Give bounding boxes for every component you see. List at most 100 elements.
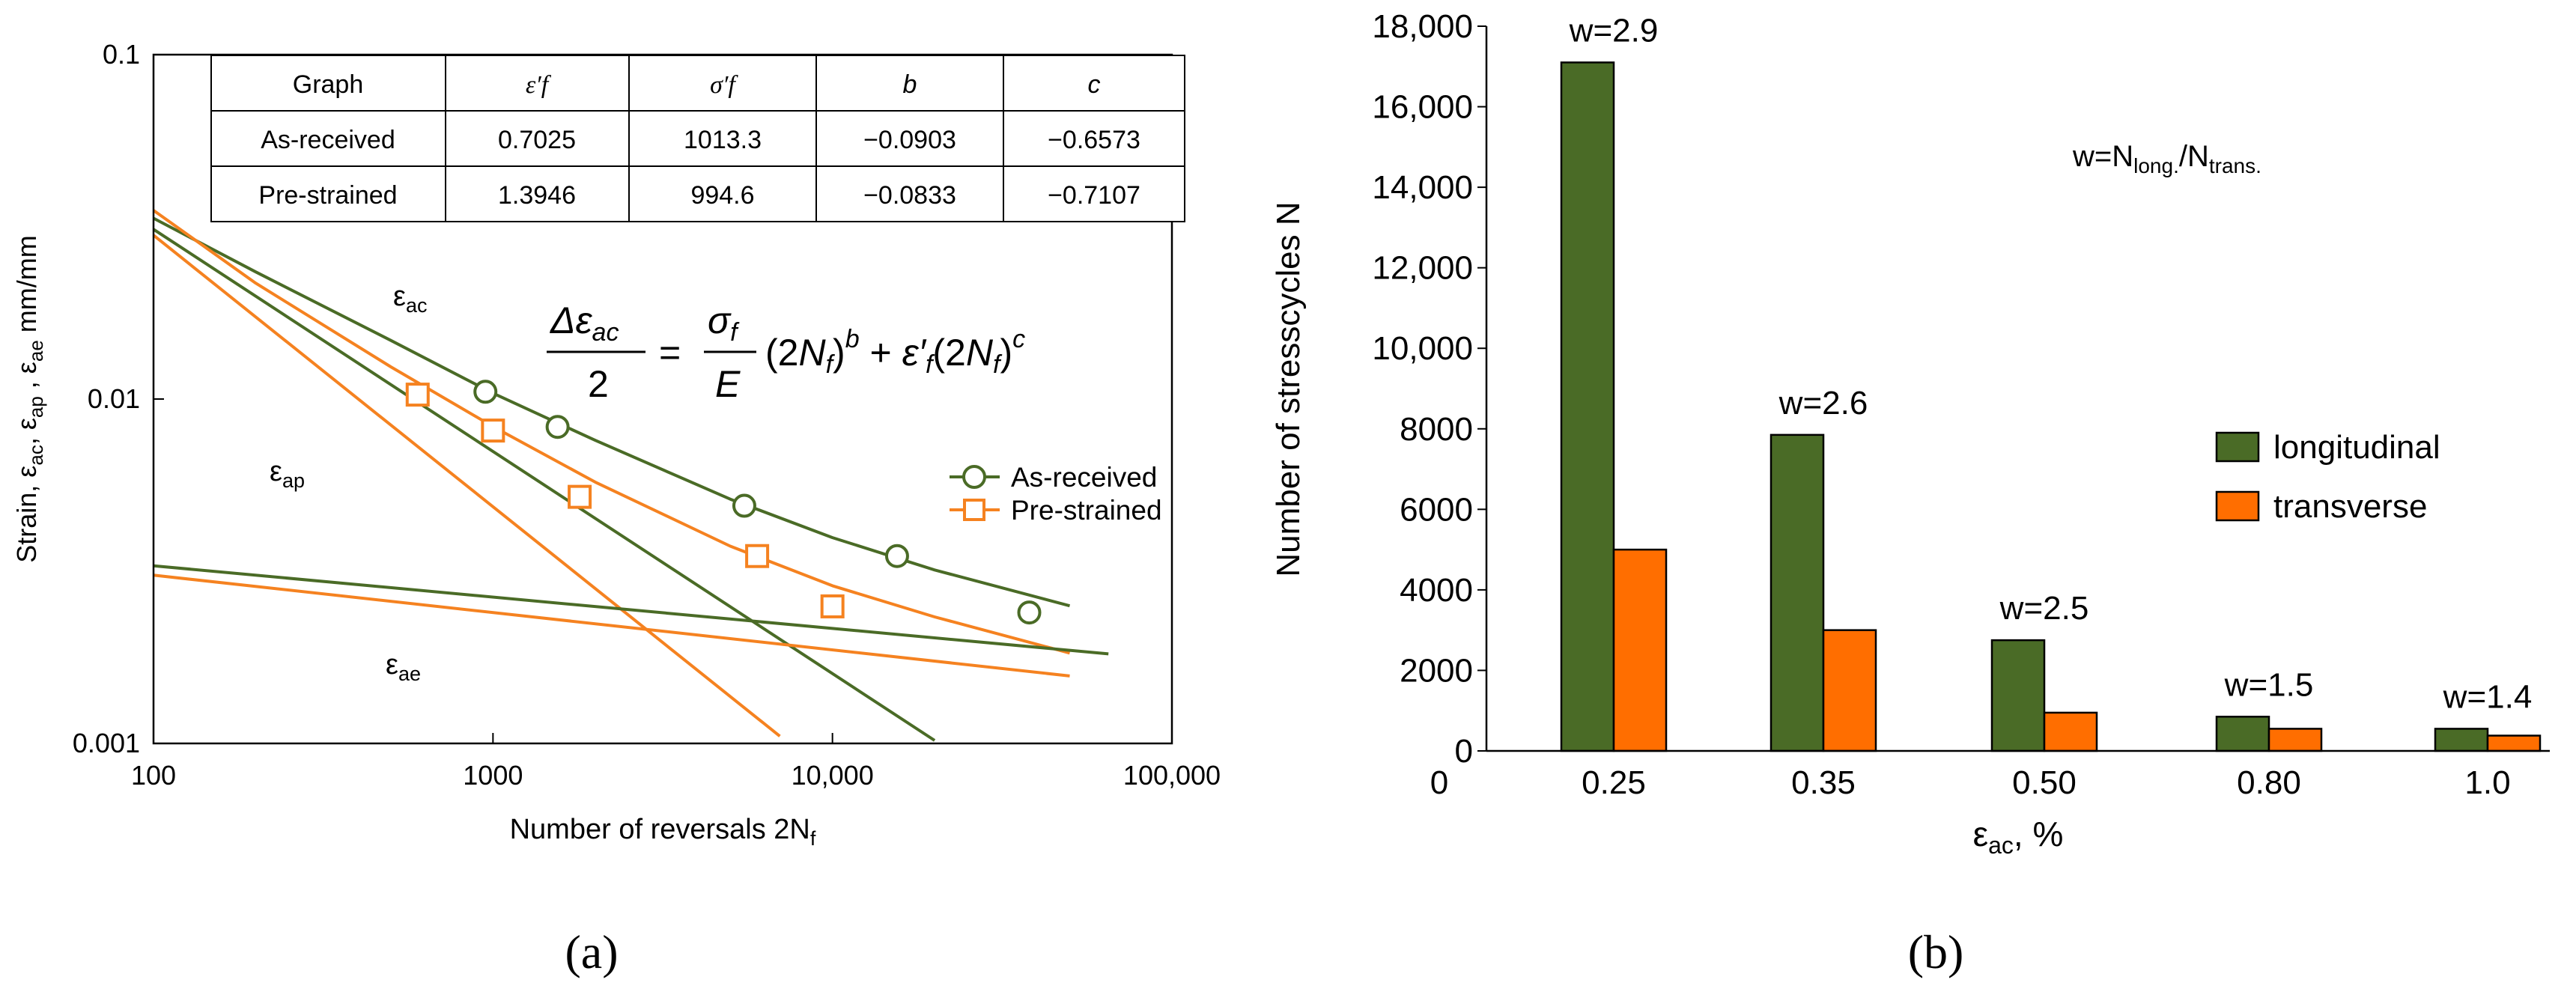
table-cell: −0.6573: [1048, 126, 1140, 154]
coffin-manson-equation: Δεac 2 = σf E (2Nf)b + ε′f(2Nf)c: [547, 299, 1025, 405]
x-axis-label-b: εac, %: [1973, 815, 2064, 859]
y-tick-label: 6000: [1400, 491, 1473, 528]
svg-text:(2Nf)b + ε′f(2Nf)c: (2Nf)b + ε′f(2Nf)c: [765, 325, 1025, 379]
y-tick-label: 0.01: [88, 383, 140, 414]
bar-transverse: [1612, 548, 1668, 752]
bar-longitudinal: [1990, 639, 2046, 752]
point-as-received: [473, 380, 498, 404]
point-pre-strained: [820, 594, 845, 618]
bar-longitudinal: [2434, 728, 2489, 752]
bars: w=2.9 w=2.6 w=2.5 w=1.5 w=1.4: [1560, 12, 2542, 752]
w-ratio-label: w=1.4: [2443, 678, 2533, 715]
table-cell: 994.6: [690, 181, 754, 210]
y-axis-label-b: Number of stresscycles N: [1270, 201, 1307, 576]
point-as-received: [545, 415, 570, 439]
table-cell: 0.7025: [498, 126, 576, 154]
bar-transverse: [2267, 728, 2323, 752]
x-axis-categories-b: 0.25 0.35 0.50 0.80 1.0: [1582, 764, 2510, 801]
point-as-received: [884, 544, 909, 568]
y-tick-label: 10,000: [1372, 330, 1473, 367]
w-ratio-label: w=2.6: [1778, 385, 1868, 421]
svg-text:2: 2: [588, 363, 609, 405]
w-ratio-label: w=2.5: [1999, 590, 2089, 627]
legend-marker-pre-strained: [963, 499, 985, 521]
data-markers: [405, 380, 1042, 625]
x-tick-label: 1000: [463, 760, 523, 791]
curve-ac-as-received: [153, 216, 1071, 608]
y-tick-label: 0.1: [103, 39, 140, 70]
curve-ae-pre-strained: [153, 573, 1070, 678]
table-cell: −0.0833: [863, 181, 956, 210]
table-header-b: b: [903, 70, 917, 99]
legend-b: longitudinal transverse: [2215, 429, 2440, 525]
x-category-label: 0.80: [2237, 764, 2301, 801]
y-tick-label: 18,000: [1372, 8, 1473, 45]
x-tick-label: 100,000: [1123, 760, 1221, 791]
bar-longitudinal: [2215, 716, 2270, 752]
bar-transverse: [2043, 711, 2098, 752]
y-tick-label: 8000: [1400, 411, 1473, 448]
y-tick-label: 0.001: [73, 728, 140, 758]
x-category-label: 0.35: [1791, 764, 1856, 801]
legend-swatch-transverse: [2215, 490, 2260, 522]
table-header-c: c: [1088, 70, 1101, 99]
y-axis-ticks-b: 0 2000 4000 6000 8000 10,000 12,000 14,000 16,00…: [1372, 8, 1486, 770]
svg-text:σf: σf: [708, 299, 740, 347]
y-tick-label: 2000: [1400, 652, 1473, 689]
table-cell: Pre-strained: [258, 181, 397, 210]
y-tick-label: 14,000: [1372, 169, 1473, 206]
table-cell: 1013.3: [684, 126, 762, 154]
curve-ac-pre-strained: [152, 209, 1071, 655]
point-pre-strained: [405, 383, 430, 407]
y-tick-label: 16,000: [1372, 89, 1473, 126]
curve-ae-as-received: [153, 564, 1109, 656]
table-header-graph: Graph: [293, 70, 364, 99]
point-pre-strained: [568, 484, 592, 509]
table-cell: −0.0903: [863, 126, 956, 154]
svg-text:E: E: [715, 363, 741, 405]
panel-b-stress-cycles-bar-chart: w=2.9 w=2.6 w=2.5 w=1.5 w=1.4 0 2000 4000 6000 8…: [1270, 8, 2550, 979]
x-axis-ticks-a: 100 1000 10,000 100,000: [131, 733, 1221, 791]
x-tick-label: 10,000: [792, 760, 874, 791]
legend-item-pre-strained: Pre-strained: [950, 495, 1162, 526]
w-ratio-label: w=2.9: [1569, 12, 1659, 49]
table-header-epsilon-f: ε′f: [526, 71, 552, 99]
panel-label-a: (a): [565, 925, 618, 979]
panel-a-fatigue-strain-chart: 0.1 0.01 0.001 100 1000 10,000 100,000 Strain…: [11, 39, 1221, 979]
bar-transverse: [1822, 629, 1877, 752]
parameter-table: Graph ε′f σ′f b c As-received 0.7025 101…: [210, 55, 1185, 222]
point-pre-strained: [481, 419, 505, 443]
epsilon-ac-label: εac: [393, 281, 427, 317]
legend-label-longitudinal: longitudinal: [2273, 429, 2440, 466]
y-axis-label-a: Strain, εac, εap , εae mm/mm: [11, 235, 47, 563]
x-category-label: 0.50: [2012, 764, 2077, 801]
w-ratio-label: w=1.5: [2224, 666, 2314, 703]
y-tick-label: 4000: [1400, 572, 1473, 609]
legend-label-pre-strained: Pre-strained: [1011, 495, 1162, 526]
y-tick-label: 12,000: [1372, 250, 1473, 287]
legend-swatch-longitudinal: [2215, 431, 2260, 463]
point-as-received: [1017, 600, 1042, 625]
curve-ap-pre-strained: [152, 234, 781, 737]
panel-label-b: (b): [1908, 925, 1964, 979]
svg-text:Δεac: Δεac: [550, 299, 619, 347]
legend-label-transverse: transverse: [2273, 488, 2427, 525]
table-frame: [210, 55, 1185, 222]
w-formula-label: w=Nlong./Ntrans.: [2072, 140, 2261, 177]
table-header-sigma-f: σ′f: [710, 71, 738, 99]
legend-a: As-received Pre-strained: [950, 462, 1162, 526]
y-axis-ticks-a: 0.1 0.01 0.001: [73, 39, 164, 758]
table-cell: 1.3946: [498, 181, 576, 210]
x-axis-label-a: Number of reversals 2Nf: [510, 814, 816, 850]
legend-label-as-received: As-received: [1011, 462, 1157, 493]
legend-item-as-received: As-received: [950, 462, 1157, 493]
epsilon-ae-label: εae: [386, 649, 421, 685]
curve-ap-as-received: [152, 228, 936, 742]
table-cell: −0.7107: [1048, 181, 1140, 210]
svg-text:=: =: [659, 332, 681, 374]
y-tick-label: 0: [1455, 733, 1473, 770]
bar-longitudinal: [1770, 433, 1825, 752]
x-tick-label: 100: [131, 760, 176, 791]
epsilon-ap-label: εap: [270, 456, 305, 492]
